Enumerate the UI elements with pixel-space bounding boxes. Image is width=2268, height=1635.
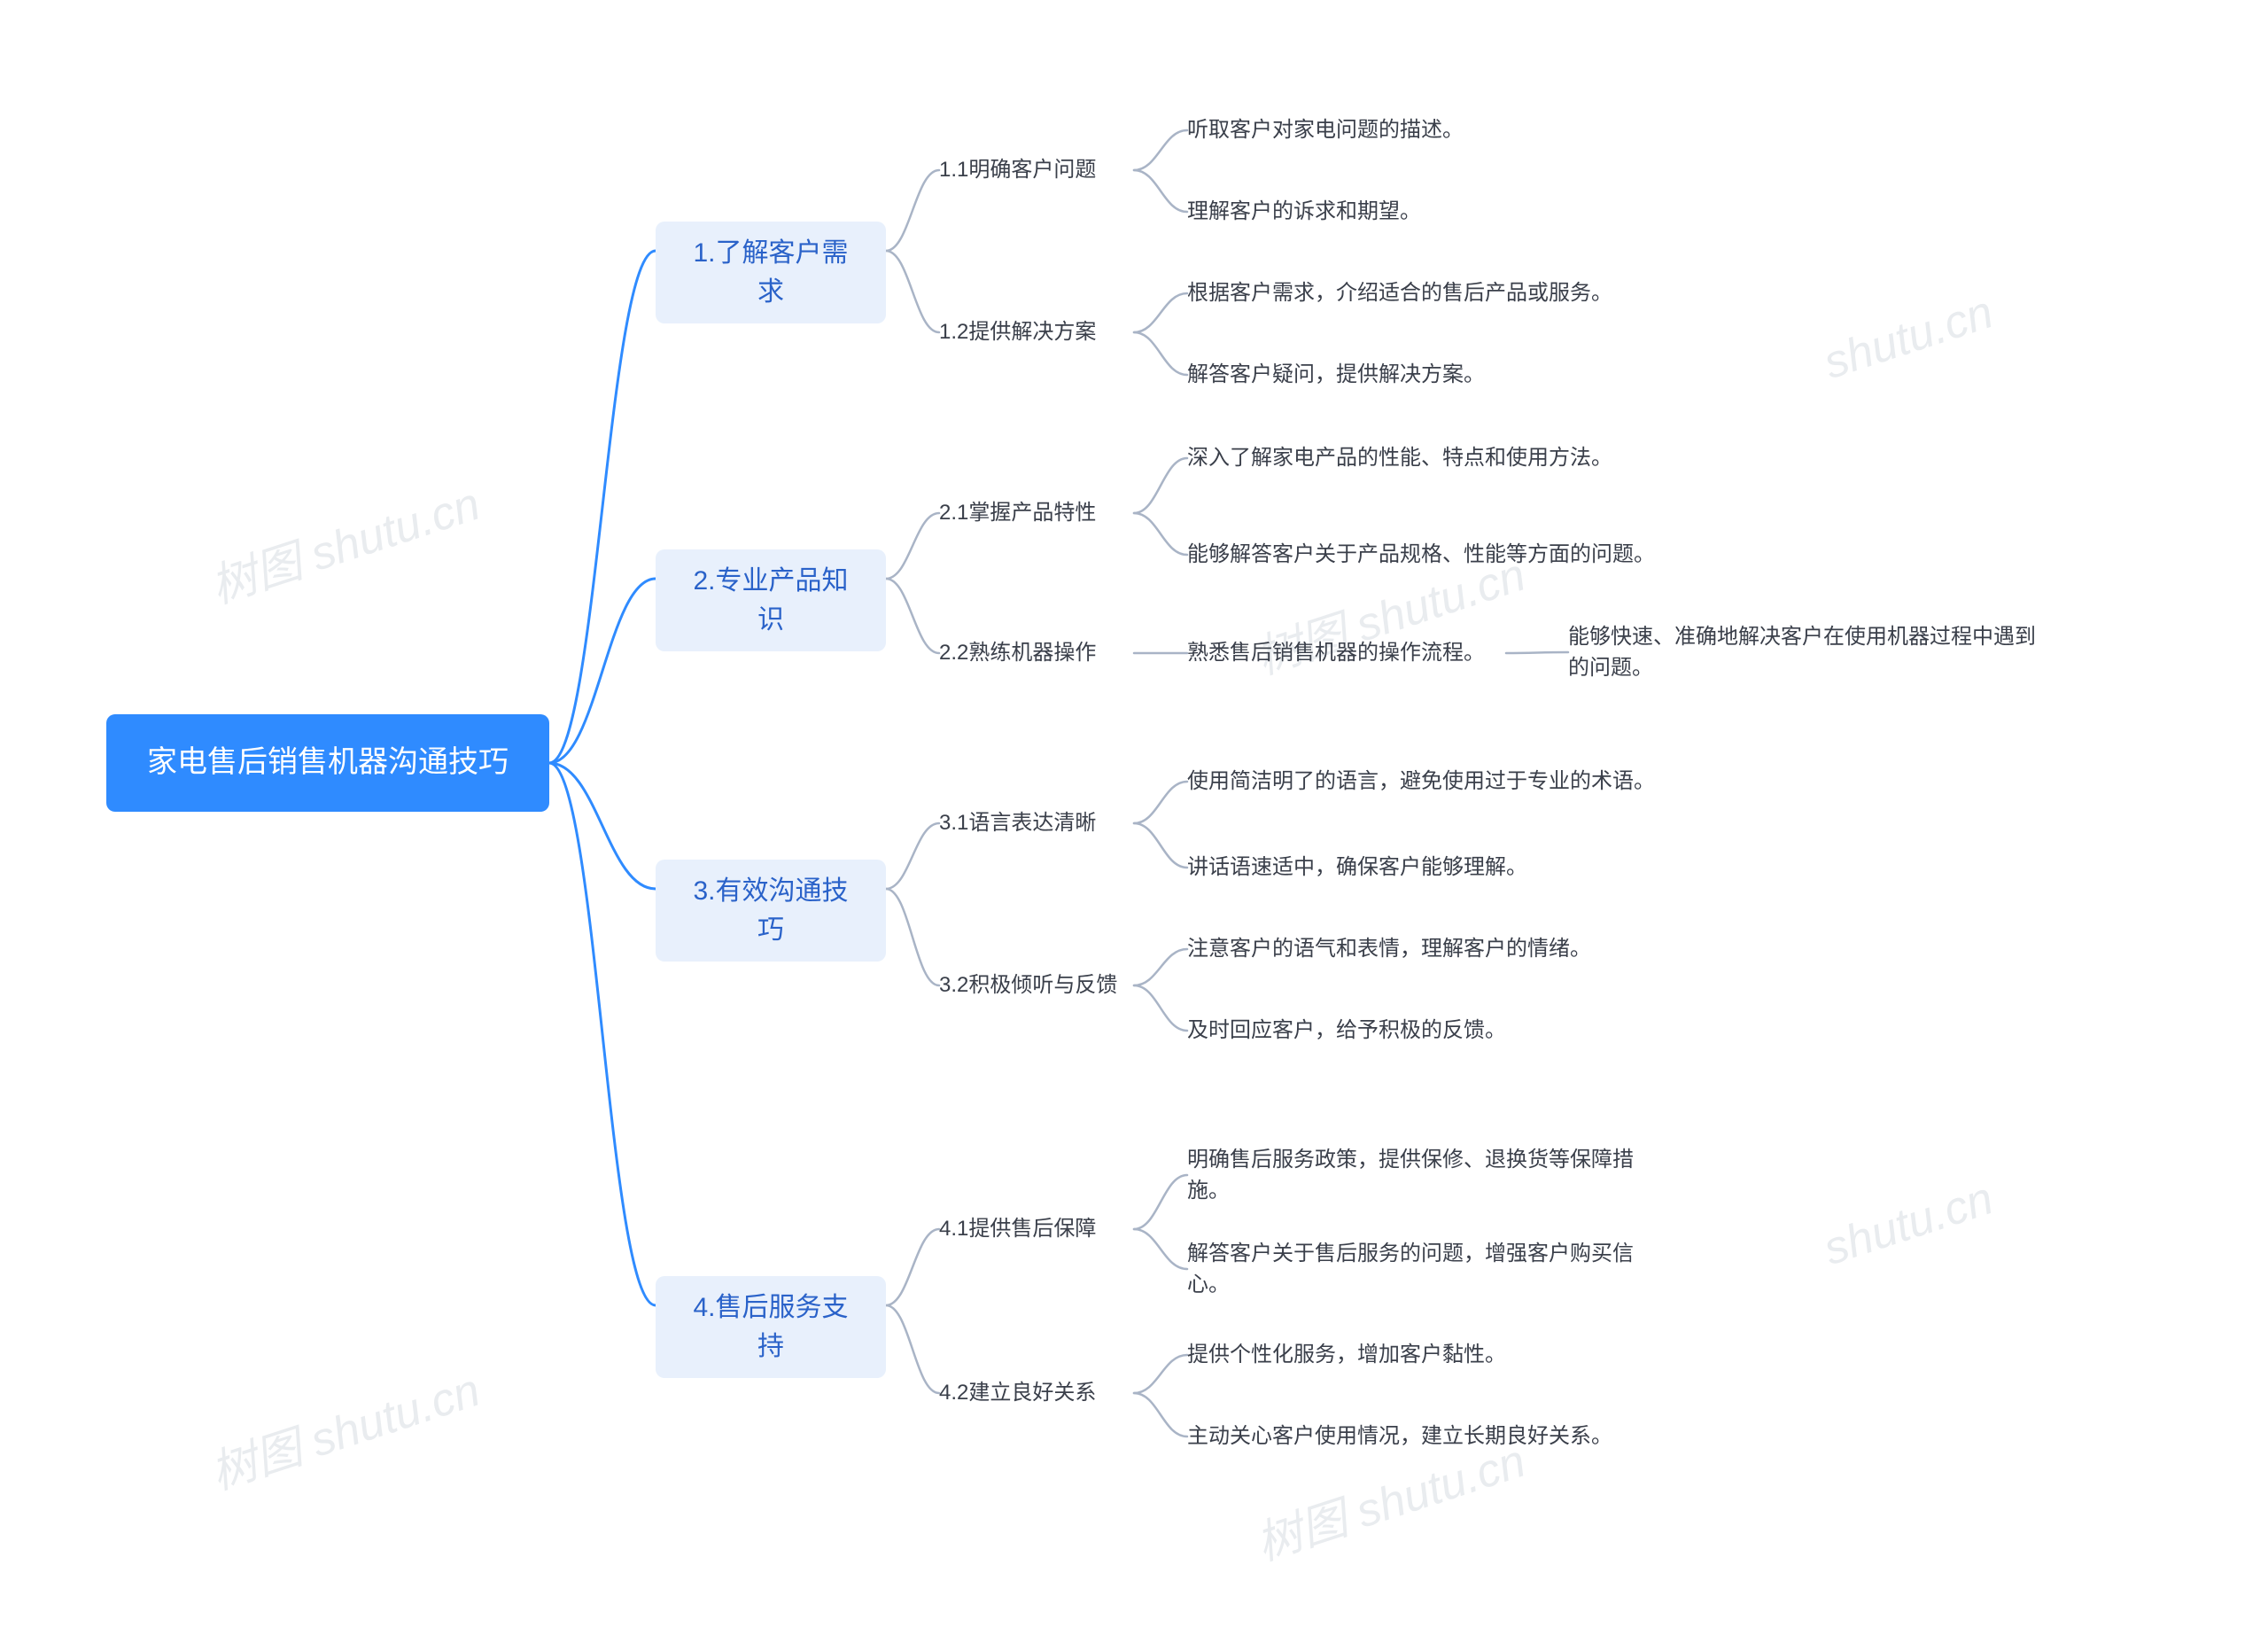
leaf-3-2-1-label: 注意客户的语气和表情，理解客户的情绪。	[1187, 934, 1591, 965]
branch-4: 4.售后服务支持	[656, 1276, 886, 1378]
sub-1-2-label: 1.2提供解决方案	[939, 317, 1096, 348]
branch-3-label: 3.有效沟通技巧	[680, 872, 861, 949]
root-label: 家电售后销售机器沟通技巧	[147, 741, 509, 784]
sub-2-1-label: 2.1掌握产品特性	[939, 498, 1096, 529]
sub-3-1: 3.1语言表达清晰	[939, 808, 1134, 839]
leaf-1-2-2-label: 解答客户疑问，提供解决方案。	[1187, 360, 1485, 391]
branch-2-label: 2.专业产品知识	[680, 562, 861, 639]
leaf-3-1-1: 使用简洁明了的语言，避免使用过于专业的术语。	[1187, 751, 1666, 812]
leaf-2-1-1-label: 深入了解家电产品的性能、特点和使用方法。	[1187, 443, 1612, 474]
leaf-1-1-1: 听取客户对家电问题的描述。	[1187, 115, 1577, 146]
leaf-3-1-2-label: 讲话语速适中，确保客户能够理解。	[1187, 853, 1527, 884]
leaf-3-2-2: 及时回应客户，给予积极的反馈。	[1187, 1016, 1577, 1047]
leaf-2-2-1-1: 能够快速、准确地解决客户在使用机器过程中遇到的问题。	[1568, 622, 2047, 684]
mindmap-root: 家电售后销售机器沟通技巧	[106, 714, 549, 812]
leaf-2-2-1: 熟悉售后销售机器的操作流程。	[1187, 638, 1506, 669]
leaf-4-1-2: 解答客户关于售后服务的问题，增强客户购买信心。	[1187, 1239, 1666, 1301]
branch-2: 2.专业产品知识	[656, 549, 886, 651]
sub-2-2-label: 2.2熟练机器操作	[939, 638, 1096, 669]
leaf-1-1-2-label: 理解客户的诉求和期望。	[1187, 197, 1421, 228]
branch-4-label: 4.售后服务支持	[680, 1289, 861, 1366]
branch-3: 3.有效沟通技巧	[656, 860, 886, 962]
sub-2-2: 2.2熟练机器操作	[939, 638, 1134, 669]
leaf-2-1-1: 深入了解家电产品的性能、特点和使用方法。	[1187, 443, 1683, 474]
leaf-1-2-1-label: 根据客户需求，介绍适合的售后产品或服务。	[1187, 278, 1612, 309]
leaf-1-1-2: 理解客户的诉求和期望。	[1187, 197, 1577, 228]
sub-3-2: 3.2积极倾听与反馈	[939, 970, 1134, 1001]
leaf-4-2-2-label: 主动关心客户使用情况，建立长期良好关系。	[1187, 1421, 1612, 1452]
leaf-4-2-1: 提供个性化服务，增加客户黏性。	[1187, 1340, 1577, 1371]
sub-4-1-label: 4.1提供售后保障	[939, 1214, 1096, 1245]
sub-3-2-label: 3.2积极倾听与反馈	[939, 970, 1117, 1001]
leaf-2-1-2: 能够解答客户关于产品规格、性能等方面的问题。	[1187, 525, 1666, 585]
leaf-2-2-1-1-label: 能够快速、准确地解决客户在使用机器过程中遇到的问题。	[1568, 622, 2047, 684]
leaf-1-1-1-label: 听取客户对家电问题的描述。	[1187, 115, 1464, 146]
leaf-3-1-2: 讲话语速适中，确保客户能够理解。	[1187, 853, 1595, 884]
sub-1-1: 1.1明确客户问题	[939, 155, 1134, 186]
sub-2-1: 2.1掌握产品特性	[939, 498, 1134, 529]
leaf-3-2-1: 注意客户的语气和表情，理解客户的情绪。	[1187, 934, 1630, 965]
leaf-4-2-2: 主动关心客户使用情况，建立长期良好关系。	[1187, 1421, 1648, 1452]
leaf-4-1-1-label: 明确售后服务政策，提供保修、退换货等保障措施。	[1187, 1145, 1666, 1207]
sub-4-2-label: 4.2建立良好关系	[939, 1378, 1096, 1409]
leaf-3-1-1-label: 使用简洁明了的语言，避免使用过于专业的术语。	[1187, 767, 1655, 798]
leaf-4-2-1-label: 提供个性化服务，增加客户黏性。	[1187, 1340, 1506, 1371]
sub-4-1: 4.1提供售后保障	[939, 1214, 1134, 1245]
sub-1-1-label: 1.1明确客户问题	[939, 155, 1096, 186]
leaf-4-1-1: 明确售后服务政策，提供保修、退换货等保障措施。	[1187, 1145, 1666, 1207]
leaf-3-2-2-label: 及时回应客户，给予积极的反馈。	[1187, 1016, 1506, 1047]
leaf-4-1-2-label: 解答客户关于售后服务的问题，增强客户购买信心。	[1187, 1239, 1666, 1301]
leaf-1-2-2: 解答客户疑问，提供解决方案。	[1187, 360, 1577, 391]
sub-4-2: 4.2建立良好关系	[939, 1378, 1134, 1409]
sub-3-1-label: 3.1语言表达清晰	[939, 808, 1096, 839]
branch-1-label: 1.了解客户需求	[680, 234, 861, 311]
connectors-layer	[0, 0, 2268, 1635]
leaf-1-2-1: 根据客户需求，介绍适合的售后产品或服务。	[1187, 278, 1648, 309]
sub-1-2: 1.2提供解决方案	[939, 317, 1134, 348]
branch-1: 1.了解客户需求	[656, 222, 886, 323]
leaf-2-2-1-label: 熟悉售后销售机器的操作流程。	[1187, 638, 1485, 669]
leaf-2-1-2-label: 能够解答客户关于产品规格、性能等方面的问题。	[1187, 540, 1655, 571]
